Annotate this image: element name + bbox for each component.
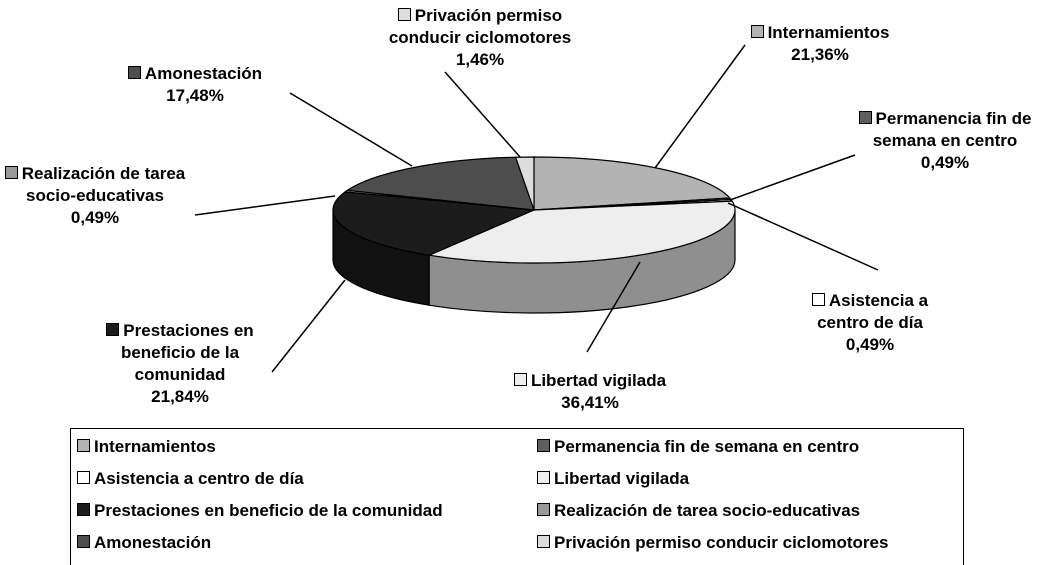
data-label: Internamientos 21,36% bbox=[735, 22, 905, 66]
legend-label: Libertad vigilada bbox=[554, 469, 690, 488]
legend-entry: Realización de tarea socio-educativas bbox=[537, 501, 860, 521]
leader-line bbox=[444, 71, 521, 158]
legend-label: Prestaciones en beneficio de la comunida… bbox=[94, 501, 443, 520]
legend-label: Asistencia a centro de día bbox=[94, 469, 304, 488]
legend-swatch bbox=[4, 166, 18, 179]
data-label: Asistencia a centro de día 0,49% bbox=[785, 290, 955, 356]
leader-line bbox=[271, 279, 346, 373]
legend-swatch bbox=[811, 293, 825, 306]
legend-label: Realización de tarea socio-educativas bbox=[554, 501, 861, 520]
legend-swatch bbox=[106, 323, 120, 336]
legend-label: Internamientos bbox=[94, 437, 216, 456]
legend-entry: Amonestación bbox=[77, 533, 211, 553]
pie-slice bbox=[426, 200, 736, 264]
leader-line bbox=[654, 44, 746, 169]
legend-swatch bbox=[397, 8, 411, 21]
pie-slice bbox=[332, 191, 535, 256]
legend-swatch bbox=[750, 25, 764, 38]
data-label: Libertad vigilada 36,41% bbox=[470, 370, 710, 414]
legend-swatch bbox=[858, 111, 872, 124]
label-name: Asistencia a centro de día bbox=[817, 291, 929, 332]
label-value: 0,49% bbox=[920, 153, 970, 172]
legend: Internamientos Permanencia fin de semana … bbox=[70, 428, 964, 565]
legend-swatch bbox=[537, 471, 550, 484]
legend-entry: Asistencia a centro de día bbox=[77, 469, 304, 489]
leader-line bbox=[194, 195, 336, 216]
label-value: 21,36% bbox=[791, 45, 849, 64]
label-value: 21,84% bbox=[151, 387, 209, 406]
legend-label: Amonestación bbox=[94, 533, 212, 552]
label-name: Permanencia fin de semana en centro bbox=[872, 109, 1032, 150]
label-name: Internamientos bbox=[767, 23, 890, 42]
legend-swatch bbox=[127, 66, 141, 79]
data-label: Privación permiso conducir ciclomotores 1… bbox=[360, 5, 600, 71]
legend-swatch bbox=[77, 439, 90, 452]
legend-label: Permanencia fin de semana en centro bbox=[554, 437, 860, 456]
legend-swatch bbox=[537, 439, 550, 452]
legend-entry: Internamientos bbox=[77, 437, 216, 457]
pie-slice bbox=[533, 156, 732, 211]
data-label: Realización de tarea socio-educativas 0,4… bbox=[0, 163, 190, 229]
label-value: 0,49% bbox=[845, 335, 895, 354]
legend-swatch bbox=[537, 535, 550, 548]
legend-entry: Prestaciones en beneficio de la comunida… bbox=[77, 501, 443, 521]
label-name: Libertad vigilada bbox=[530, 371, 667, 390]
label-name: Realización de tarea socio-educativas bbox=[21, 164, 186, 205]
data-label: Amonestación 17,48% bbox=[100, 63, 290, 107]
legend-swatch bbox=[77, 535, 90, 548]
label-value: 1,46% bbox=[455, 50, 505, 69]
legend-swatch bbox=[77, 471, 90, 484]
label-name: Privación permiso conducir ciclomotores bbox=[388, 6, 572, 47]
data-label: Prestaciones en beneficio de la comunida… bbox=[80, 320, 280, 408]
data-label: Permanencia fin de semana en centro 0,49% bbox=[850, 108, 1040, 174]
legend-entry: Libertad vigilada bbox=[537, 469, 689, 489]
label-name: Amonestación bbox=[144, 64, 263, 83]
legend-label: Privación permiso conducir ciclomotores bbox=[554, 533, 889, 552]
leader-line bbox=[727, 202, 879, 271]
pie-slice bbox=[514, 156, 535, 211]
label-value: 36,41% bbox=[561, 393, 619, 412]
label-value: 17,48% bbox=[166, 86, 224, 105]
legend-entry: Permanencia fin de semana en centro bbox=[537, 437, 859, 457]
label-name: Prestaciones en beneficio de la comunida… bbox=[120, 321, 254, 384]
pie-slice bbox=[345, 156, 535, 211]
label-value: 0,49% bbox=[70, 208, 120, 227]
legend-swatch bbox=[77, 503, 90, 516]
leader-line bbox=[586, 261, 641, 353]
leader-line bbox=[289, 92, 413, 167]
leader-line bbox=[729, 154, 856, 201]
legend-swatch bbox=[537, 503, 550, 516]
legend-swatch bbox=[513, 373, 527, 386]
legend-entry: Privación permiso conducir ciclomotores bbox=[537, 533, 888, 553]
